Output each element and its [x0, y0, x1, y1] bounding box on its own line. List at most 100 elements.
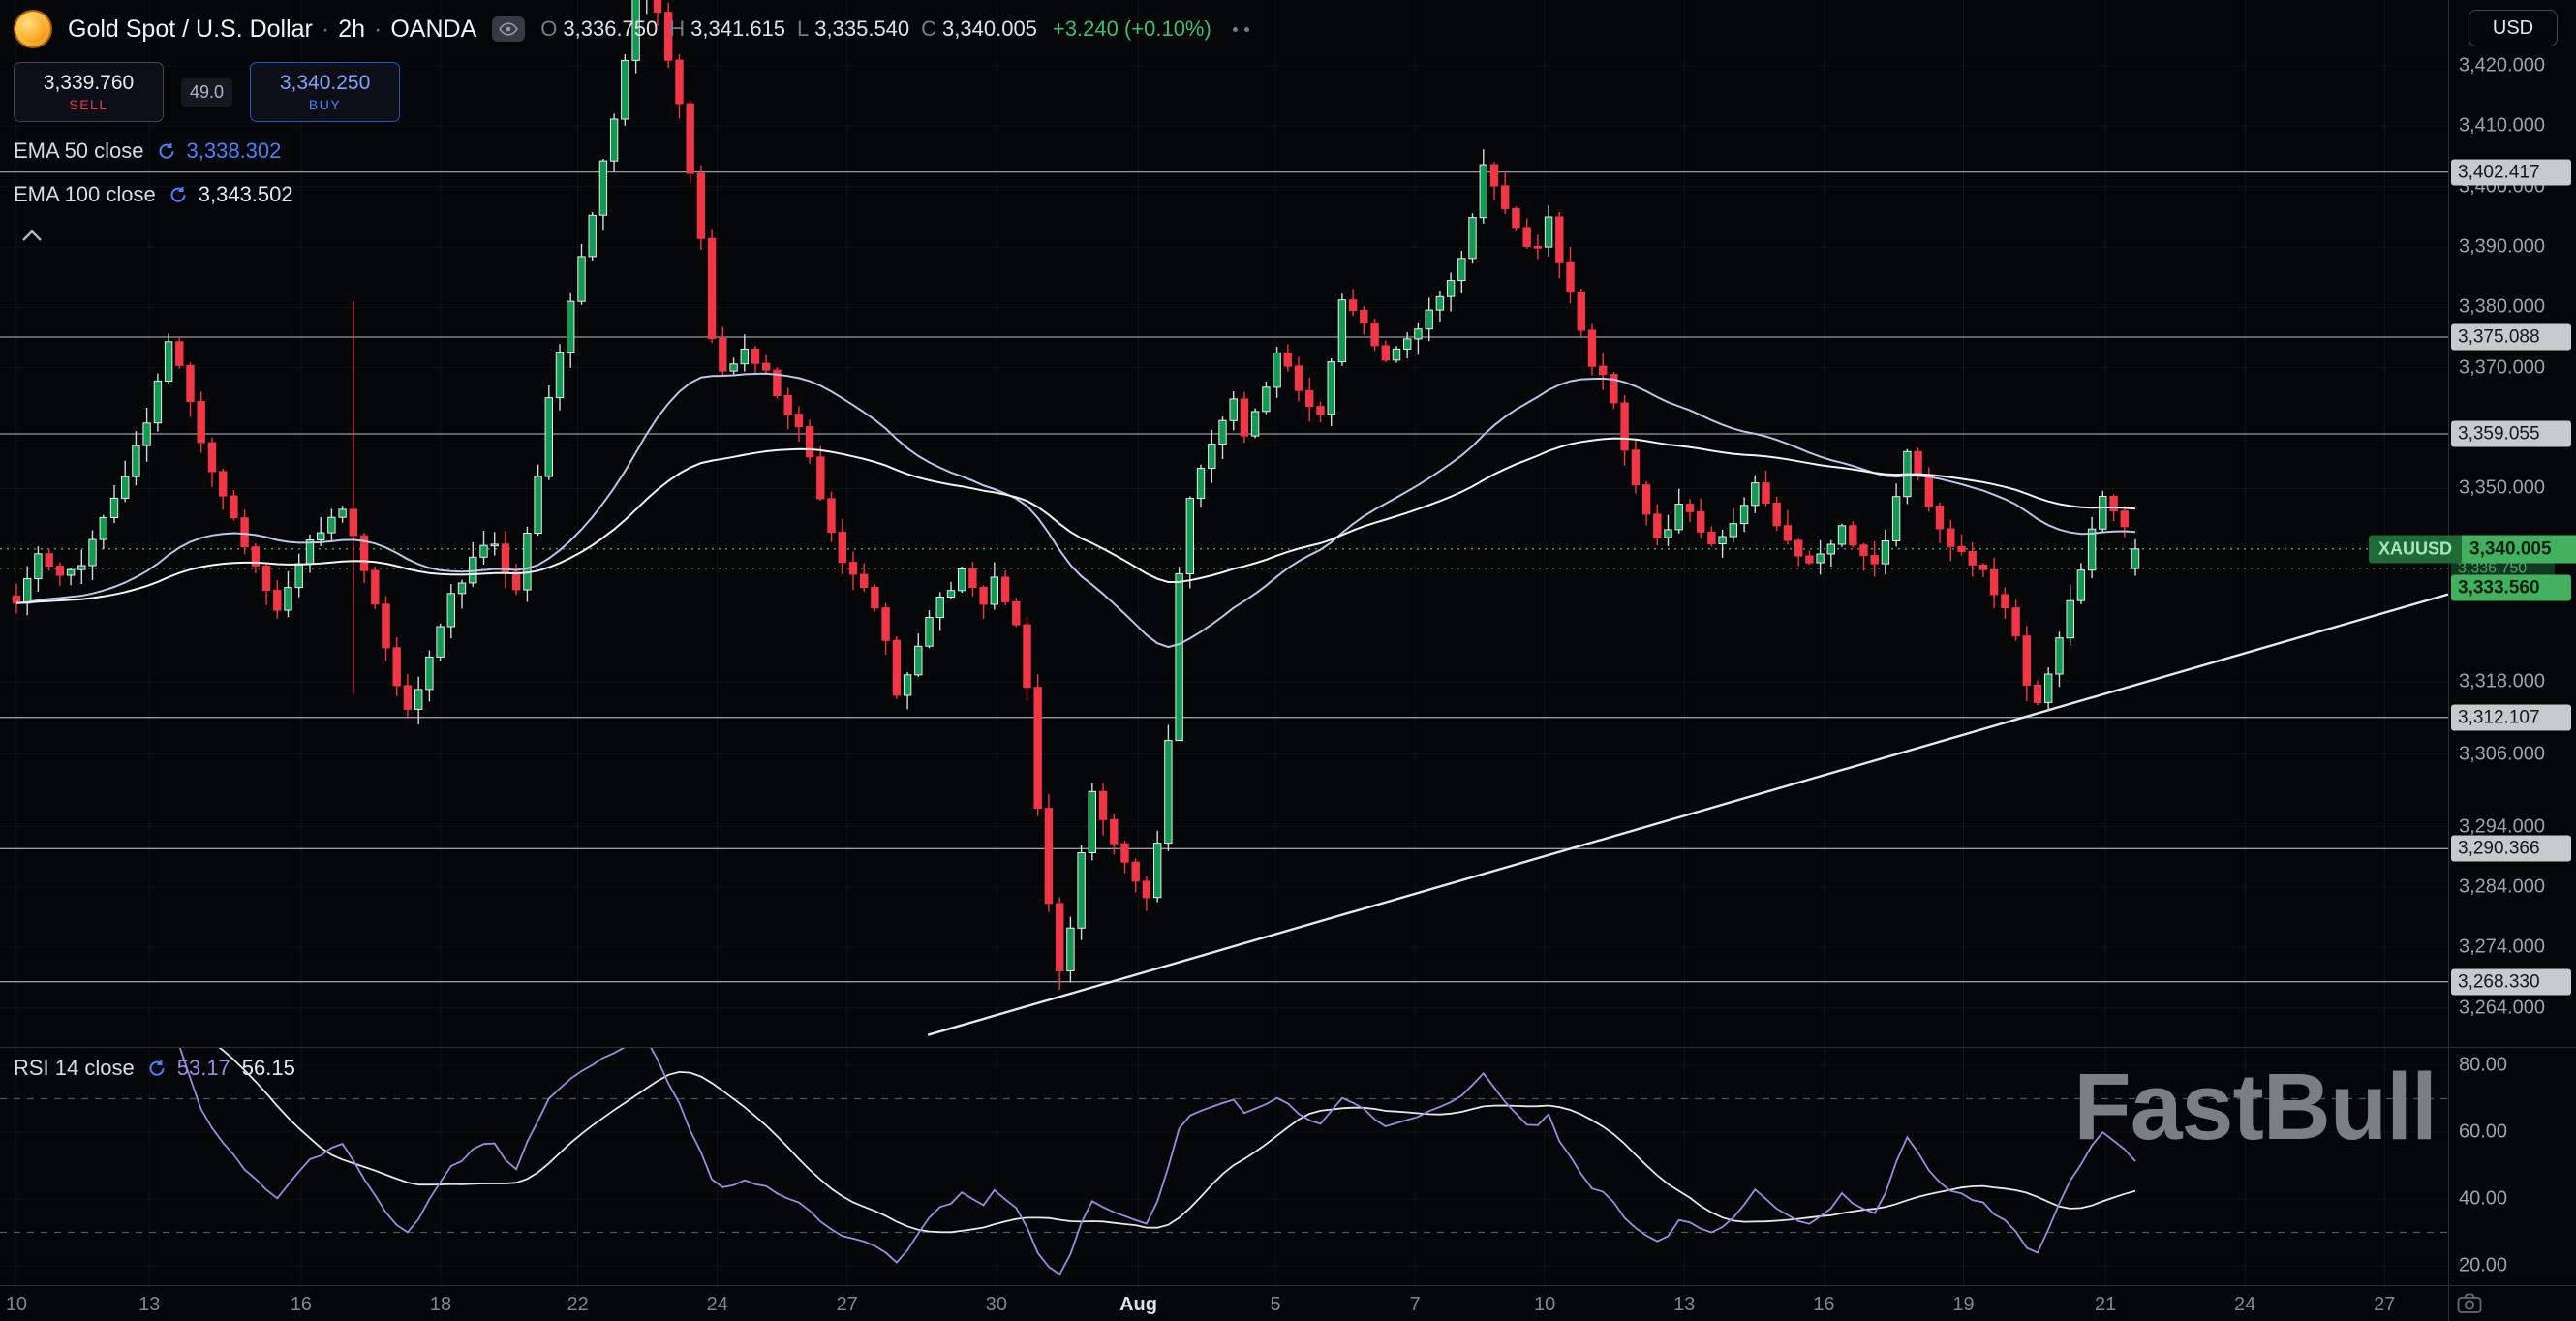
- time-axis-label: 10: [1534, 1294, 1556, 1315]
- ema50-line: [15, 372, 2136, 649]
- time-axis-label: 16: [290, 1294, 313, 1315]
- rsi-axis-label: 60.00: [2459, 1121, 2508, 1143]
- time-axis-label: 30: [985, 1294, 1008, 1315]
- open-key: O: [540, 16, 558, 41]
- price-axis-label: 3,318.000: [2459, 670, 2545, 692]
- time-axis-label: 22: [567, 1294, 589, 1315]
- sell-button[interactable]: 3,339.760 SELL: [14, 62, 164, 122]
- candlestick-chart[interactable]: [0, 0, 2448, 1047]
- axis-divider: [0, 1285, 2576, 1286]
- time-axis-label: Aug: [1119, 1294, 1157, 1315]
- gold-coin-icon: [14, 10, 52, 48]
- more-options-icon[interactable]: [1232, 26, 1249, 32]
- rsi-ma-value: 56.15: [241, 1056, 295, 1080]
- buy-label: BUY: [308, 97, 342, 112]
- rsi-pane[interactable]: FastBull RSI 14 close 53.17 56.15: [0, 1048, 2448, 1285]
- price-level-label: 3,402.417: [2451, 159, 2571, 186]
- rsi-ma-line: [218, 1048, 2136, 1234]
- price-axis-label: 3,390.000: [2459, 235, 2545, 258]
- title-separator: ·: [321, 15, 330, 43]
- time-axis-label: 21: [2094, 1294, 2117, 1315]
- spread-value: 49.0: [181, 77, 233, 107]
- price-axis-label: 3,284.000: [2459, 876, 2545, 898]
- refresh-icon: [170, 187, 186, 202]
- ohlc-readout: O 3,336.750 H 3,341.615 L 3,335.540 C 3,…: [540, 16, 1211, 42]
- buy-price: 3,340.250: [279, 72, 371, 94]
- change-value: +3.240 (+0.10%): [1052, 16, 1211, 41]
- interval-label[interactable]: 2h: [338, 15, 366, 43]
- close-value: 3,340.005: [942, 16, 1037, 41]
- price-axis-label: 3,306.000: [2459, 743, 2545, 765]
- exchange-label: OANDA: [390, 15, 477, 43]
- trendline-price-label: 3,333.560: [2451, 574, 2571, 601]
- rsi-name: RSI 14 close: [14, 1056, 135, 1080]
- price-axis-label: 3,380.000: [2459, 295, 2545, 318]
- rsi-axis-label: 80.00: [2459, 1054, 2508, 1076]
- eye-icon[interactable]: [492, 16, 526, 42]
- price-axis-label: 3,274.000: [2459, 936, 2545, 958]
- open-price-label: 3,336.750: [2451, 558, 2555, 579]
- symbol-title[interactable]: Gold Spot / U.S. Dollar · 2h · OANDA: [68, 15, 476, 44]
- rsi-line: [178, 1048, 2136, 1276]
- current-price-label: XAUUSD 3,340.005: [2368, 535, 2576, 564]
- pane-divider[interactable]: [0, 1047, 2576, 1048]
- time-axis-label: 10: [5, 1294, 28, 1315]
- sell-price: 3,339.760: [43, 72, 135, 94]
- symbol-tag: XAUUSD: [2368, 535, 2462, 564]
- fastbull-watermark: FastBull: [2073, 1054, 2438, 1159]
- time-axis-label: 16: [1813, 1294, 1835, 1315]
- price-level-label: 3,312.107: [2451, 704, 2571, 731]
- time-axis-label: 13: [1673, 1294, 1696, 1315]
- time-axis[interactable]: 10 13 16 18 22 24 27 30 Aug 5 7 10 13 16 19 21 24 27: [0, 1286, 2448, 1321]
- last-price-value: 3,340.005: [2462, 535, 2576, 564]
- title-separator: ·: [374, 15, 383, 43]
- time-axis-label: 19: [1952, 1294, 1975, 1315]
- indicator-row-ema100[interactable]: EMA 100 close 3,343.502: [14, 180, 1249, 209]
- price-axis-label: 3,350.000: [2459, 476, 2545, 499]
- price-level-label: 3,290.366: [2451, 835, 2571, 862]
- chart-legend: Gold Spot / U.S. Dollar · 2h · OANDA O 3…: [14, 6, 1249, 246]
- time-axis-label: 7: [1409, 1294, 1421, 1315]
- candles-series: [12, 0, 2140, 990]
- time-axis-label: 27: [2374, 1294, 2396, 1315]
- price-axis-label: 3,264.000: [2459, 997, 2545, 1019]
- price-axis[interactable]: USD 3,420.000 3,410.000 3,400.000 3,390.000…: [2448, 0, 2576, 1321]
- price-level-label: 3,359.055: [2451, 420, 2571, 447]
- indicator-row-ema50[interactable]: EMA 50 close 3,338.302: [14, 137, 1249, 166]
- symbol-header-row: Gold Spot / U.S. Dollar · 2h · OANDA O 3…: [14, 6, 1249, 52]
- price-level-label: 3,268.330: [2451, 968, 2571, 996]
- rsi-axis-label: 40.00: [2459, 1187, 2508, 1210]
- main-chart-pane[interactable]: Gold Spot / U.S. Dollar · 2h · OANDA O 3…: [0, 0, 2448, 1047]
- rsi-axis-label: 20.00: [2459, 1254, 2508, 1276]
- symbol-name: Gold Spot / U.S. Dollar: [68, 15, 313, 43]
- low-key: L: [797, 16, 810, 41]
- price-level-label: 3,375.088: [2451, 323, 2571, 351]
- ema100-line: [15, 437, 2136, 604]
- refresh-icon: [149, 1060, 165, 1076]
- refresh-icon: [159, 143, 174, 159]
- rsi-chart[interactable]: [0, 1048, 2448, 1285]
- low-value: 3,335.540: [814, 16, 910, 41]
- indicator-value-ema50: 3,338.302: [186, 138, 282, 163]
- trade-panel: 3,339.760 SELL 49.0 3,340.250 BUY: [14, 62, 1249, 122]
- indicator-name: EMA 50 close: [14, 138, 144, 163]
- price-axis-label: 3,370.000: [2459, 356, 2545, 379]
- price-axis-label: 3,294.000: [2459, 815, 2545, 838]
- rsi-legend[interactable]: RSI 14 close 53.17 56.15: [14, 1056, 295, 1081]
- rsi-value: 53.17: [176, 1056, 230, 1080]
- buy-button[interactable]: 3,340.250 BUY: [250, 62, 401, 122]
- time-axis-label: 27: [836, 1294, 858, 1315]
- time-axis-label: 24: [706, 1294, 728, 1315]
- open-value: 3,336.750: [563, 16, 659, 41]
- high-key: H: [669, 16, 686, 41]
- sell-label: SELL: [69, 97, 108, 112]
- chevron-up-icon[interactable]: [17, 227, 46, 246]
- indicator-value-ema100: 3,343.502: [198, 182, 293, 206]
- currency-selector[interactable]: USD: [2469, 10, 2558, 46]
- indicator-name: EMA 100 close: [14, 182, 156, 206]
- price-axis-label: 3,420.000: [2459, 54, 2545, 77]
- price-axis-label: 3,410.000: [2459, 114, 2545, 137]
- high-value: 3,341.615: [690, 16, 786, 41]
- camera-icon[interactable]: [2457, 1292, 2482, 1315]
